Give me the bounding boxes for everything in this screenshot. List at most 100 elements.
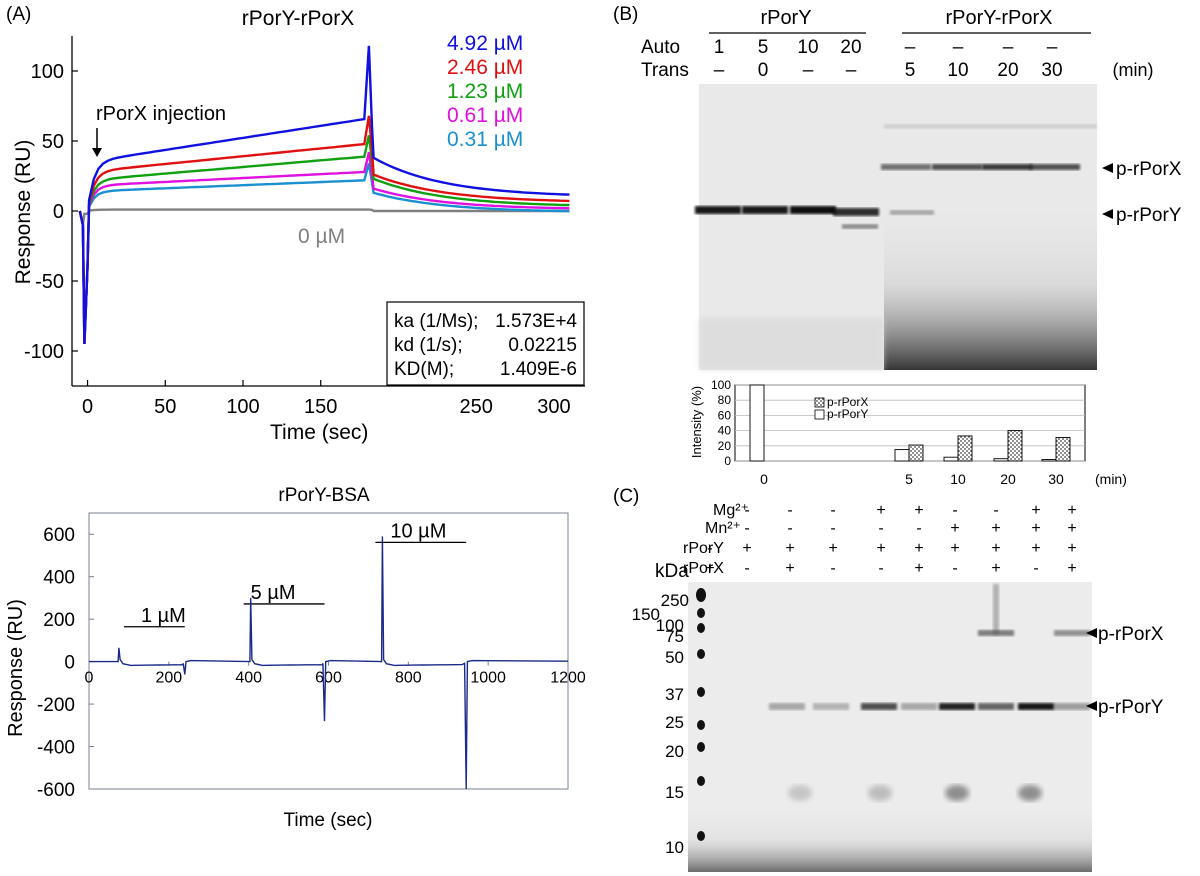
condition-row-label: Mg²⁺	[713, 502, 749, 519]
condition-value: +	[1031, 540, 1040, 557]
band-marker-p-rpory: p-rPorY	[1102, 205, 1182, 226]
intensity-ytick: 0	[724, 454, 731, 468]
condition-value: +	[1031, 520, 1040, 537]
intensity-xtick: 30	[1048, 471, 1064, 487]
auto-value: –	[1047, 37, 1058, 58]
kinetics-value: 0.02215	[508, 335, 577, 356]
gel-band-p-rpory	[1054, 703, 1090, 710]
condition-value: +	[828, 540, 837, 557]
auto-value: 10	[797, 37, 818, 58]
condition-value: +	[950, 520, 959, 537]
phosphor-gel-b	[695, 84, 1097, 370]
kinetics-label: KD(M);	[394, 359, 454, 380]
ytick: 600	[43, 525, 94, 546]
trans-value: 20	[997, 60, 1018, 81]
mw-marker: 50	[665, 648, 684, 667]
bsa-injections: 1 µM 5 µM 10 µM	[123, 520, 467, 628]
intensity-xtick: 10	[950, 471, 966, 487]
legend-p-rporx: p-rPorX	[827, 395, 868, 409]
kinetics-label: ka (1/Ms);	[394, 311, 478, 332]
condition-value: -	[1033, 560, 1038, 577]
gel-band-p-rpory	[769, 703, 805, 710]
group-label-rpory: rPorY	[760, 7, 811, 29]
svg-text:-200: -200	[37, 695, 75, 716]
panel-b: (B) rPorY rPorY-rPorX Auto Trans 1 5 10 20–…	[613, 4, 1182, 487]
intensity-legend: p-rPorX p-rPorY	[814, 395, 868, 421]
condition-value: -	[952, 502, 957, 519]
chart-time-unit: (min)	[1095, 471, 1127, 487]
xtick: 600	[315, 661, 342, 687]
condition-value: -	[878, 520, 883, 537]
auto-value: 5	[758, 37, 769, 58]
svg-text:0: 0	[53, 201, 64, 223]
gel-band-p-rpory	[939, 703, 975, 710]
bar-p-rpory	[894, 449, 910, 462]
condition-value: -	[830, 560, 835, 577]
condition-value: -	[830, 502, 835, 519]
mw-marker: 37	[665, 685, 684, 704]
sensorgram-curves	[78, 45, 570, 345]
band-marker-c-p-rporx: p-rPorX	[1086, 624, 1164, 645]
trans-value: 10	[947, 60, 968, 81]
gel-band-p-rpory	[813, 703, 849, 710]
condition-value: +	[991, 520, 1000, 537]
intensity-ylabel: Intensity (%)	[689, 386, 704, 458]
condition-table: Mg²⁺- - - + + - - + +Mn²⁺ - - - - - + + + +rPorY- + + + + + + + +…	[683, 502, 1077, 577]
bar-p-rpory	[1041, 459, 1057, 462]
condition-value: +	[991, 560, 1000, 577]
sensorgram-series-line	[78, 163, 570, 345]
intensity-ytick: 80	[718, 393, 732, 407]
bsa-frame	[88, 512, 569, 790]
svg-text:250: 250	[459, 396, 492, 418]
intensity-ytick: 40	[718, 424, 732, 438]
xtick: 1200	[550, 661, 586, 687]
legend-entry: 0.31 µM	[447, 128, 523, 151]
mw-marker: 75	[665, 627, 684, 646]
sensorgram-series-line	[78, 135, 570, 345]
ytick: 0	[53, 201, 78, 223]
band-marker-c-p-rpory: p-rPorY	[1086, 697, 1164, 718]
bar-p-rporx	[1055, 436, 1071, 462]
svg-text:-50: -50	[35, 271, 64, 293]
gel-band-p-rpory	[978, 703, 1014, 710]
svg-text:300: 300	[537, 396, 570, 418]
mw-marker: 250	[661, 591, 689, 610]
svg-text:p-rPorX: p-rPorX	[1116, 159, 1182, 180]
intensity-xtick: 20	[1000, 471, 1016, 487]
sensorgram-series-line	[78, 151, 570, 345]
svg-text:-600: -600	[37, 780, 75, 801]
ladder-band	[697, 687, 705, 697]
condition-value: +	[1067, 502, 1076, 519]
bar-p-rpory	[943, 456, 959, 462]
sensorgram-legend: 4.92 µM2.46 µM1.23 µM0.61 µM0.31 µM 0 µM	[298, 32, 523, 248]
gel-band-p-rporx	[1030, 164, 1080, 170]
intensity-ytick: 20	[718, 439, 732, 453]
mw-marker: 20	[665, 742, 684, 761]
svg-text:400: 400	[43, 568, 75, 589]
legend-entry: 4.92 µM	[447, 32, 523, 55]
xtick: 150	[304, 380, 337, 418]
svg-text:10 µM: 10 µM	[390, 520, 446, 542]
panel-a-sensorgram: (A) rPorY-rPorX -100 -50 0 50 100 0 50 100 150 25…	[6, 4, 585, 444]
condition-value: +	[705, 560, 714, 577]
condition-value: -	[787, 502, 792, 519]
sensorgram-xlabel: Time (sec)	[270, 421, 368, 444]
condition-value: -	[952, 560, 957, 577]
bsa-xlabel: Time (sec)	[283, 810, 372, 831]
ytick: 100	[31, 61, 78, 83]
svg-text:0: 0	[82, 396, 93, 418]
ytick: -50	[35, 271, 78, 293]
ladder-band	[697, 776, 705, 786]
bsa-title: rPorY-BSA	[278, 485, 369, 506]
panel-c: (C) Mg²⁺- - - + + - - + +Mn²⁺ - - - - - + + + +rPorY- + + + +…	[613, 486, 1164, 872]
bar-p-rporx	[957, 435, 973, 462]
xtick: 400	[235, 661, 262, 687]
panel-b-label: (B)	[613, 4, 638, 25]
intensity-xtick: 0	[760, 471, 768, 487]
ytick: -400	[37, 738, 94, 759]
auto-value: 1	[714, 37, 725, 58]
injection-bracket: 1 µM	[123, 605, 186, 628]
bar-p-rpory	[749, 384, 765, 462]
xtick: 0	[82, 380, 93, 418]
svg-text:1200: 1200	[550, 670, 586, 687]
